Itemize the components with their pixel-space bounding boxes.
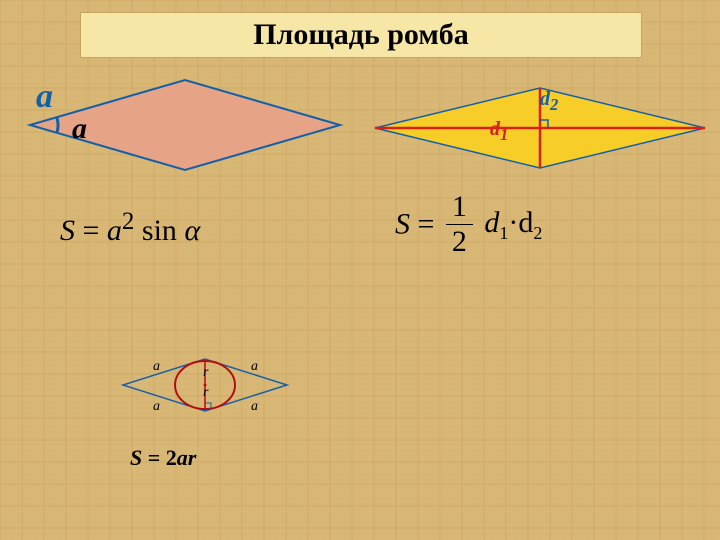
- svg-text:r: r: [203, 385, 209, 400]
- svg-text:a: a: [153, 359, 160, 374]
- svg-text:a: a: [153, 399, 160, 414]
- formula-diagonals: S = 12 d1·d2: [395, 190, 542, 259]
- d1-label: d1: [490, 118, 508, 145]
- alpha-label: a: [36, 78, 53, 116]
- svg-text:a: a: [251, 359, 258, 374]
- d2-label: d2: [540, 88, 558, 115]
- rhombus-inscribed-circle: a a a a rr: [115, 330, 299, 422]
- svg-text:a: a: [251, 399, 258, 414]
- title-text: Площадь ромба: [253, 18, 469, 51]
- page-title: Площадь ромба: [80, 12, 642, 58]
- formula-inscribed-radius: S = 2ar: [130, 445, 196, 471]
- svg-text:r: r: [203, 365, 209, 380]
- formula-side-angle: S = a2 sin α: [60, 208, 200, 248]
- side-label: a: [72, 112, 87, 146]
